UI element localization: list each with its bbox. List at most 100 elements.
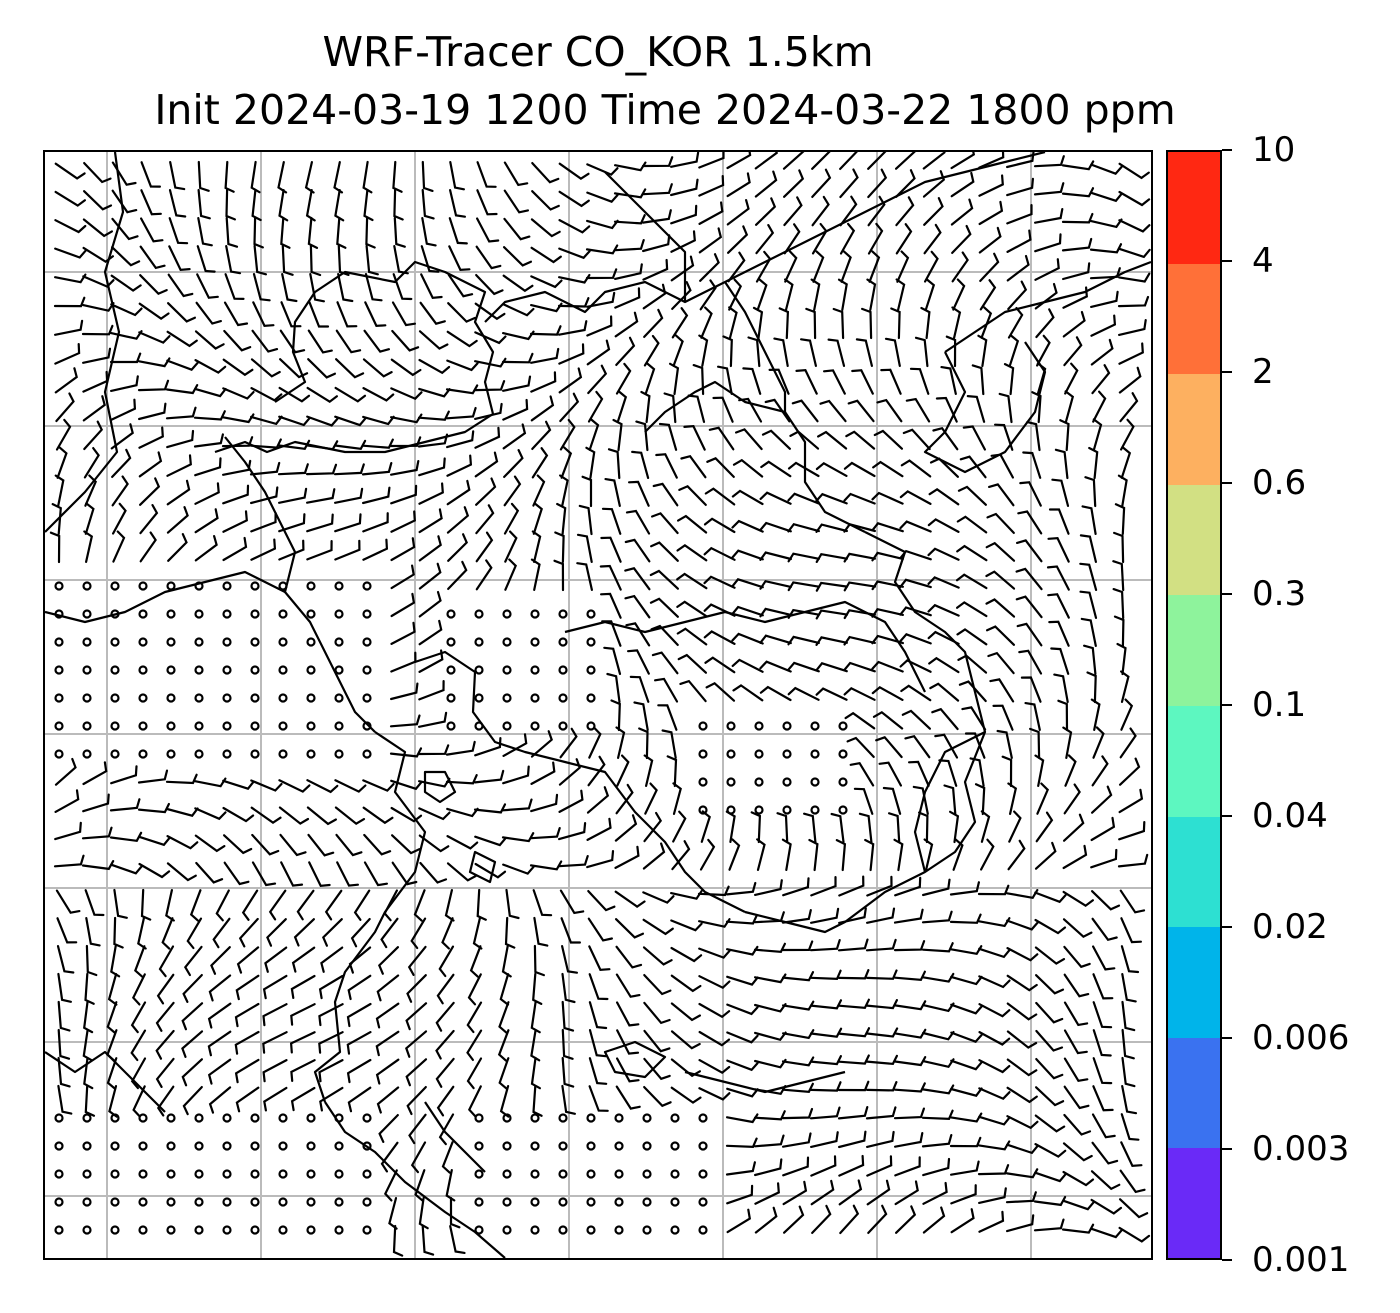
calm-wind-marker <box>642 1169 652 1179</box>
wind-barb <box>503 161 529 187</box>
calm-wind-marker <box>110 1113 120 1123</box>
calm-wind-marker <box>558 1169 568 1179</box>
wind-barb <box>1015 567 1043 591</box>
wind-barb <box>853 787 874 815</box>
wind-barb <box>54 474 65 507</box>
wind-barb <box>1119 1198 1149 1219</box>
wind-barb <box>1121 1028 1135 1060</box>
wind-barb <box>986 512 1015 534</box>
calm-wind-marker <box>54 1113 64 1123</box>
wind-barb <box>1020 676 1042 703</box>
wind-barb <box>922 1058 955 1069</box>
wind-barb <box>112 530 126 563</box>
calm-wind-marker <box>558 665 568 675</box>
wind-barb <box>586 191 619 203</box>
wind-barb <box>1090 698 1101 731</box>
calm-wind-marker <box>194 721 204 731</box>
wind-barb <box>783 196 803 227</box>
wind-barb <box>607 448 621 480</box>
wind-barb <box>501 352 534 364</box>
wind-barb <box>753 911 785 924</box>
wind-barb <box>54 821 82 841</box>
wind-barb <box>166 862 197 882</box>
wind-barb <box>687 394 706 423</box>
wind-barb <box>1064 754 1077 787</box>
wind-barb <box>166 330 198 348</box>
wind-barb <box>585 244 619 255</box>
wind-barb <box>532 889 553 917</box>
calm-wind-marker <box>810 777 820 787</box>
wind-barb <box>815 687 848 701</box>
wind-barb <box>588 1001 608 1030</box>
wind-barb <box>1024 702 1041 731</box>
wind-barb <box>278 487 308 504</box>
wind-barb <box>587 917 613 942</box>
calm-wind-marker <box>614 1169 624 1179</box>
wind-barb <box>670 1058 701 1078</box>
calm-wind-marker <box>502 1169 512 1179</box>
wind-barb <box>893 1107 925 1120</box>
wind-barb <box>194 777 227 788</box>
wind-barb <box>698 975 731 990</box>
wind-barb <box>83 420 104 451</box>
wind-barb <box>865 969 898 980</box>
wind-barb <box>866 1155 893 1177</box>
wind-barb <box>1092 1057 1113 1085</box>
wind-barb <box>784 250 798 283</box>
wind-barb <box>1057 699 1069 732</box>
wind-barb <box>418 457 446 477</box>
calm-wind-marker <box>474 1141 484 1151</box>
wind-barb <box>418 358 451 375</box>
wind-barb <box>290 1086 316 1112</box>
wind-barb <box>82 347 112 364</box>
wind-barb <box>700 810 711 843</box>
wind-barb <box>553 559 565 592</box>
wind-barb <box>530 793 559 813</box>
wind-barb <box>290 1059 316 1082</box>
wind-barb <box>717 365 733 395</box>
wind-barb <box>529 827 561 840</box>
wind-barb <box>1034 208 1064 224</box>
wind-barb <box>902 428 931 451</box>
wind-barb <box>238 917 259 948</box>
wind-barb <box>949 810 960 844</box>
wind-barb <box>207 1030 232 1057</box>
calm-wind-marker <box>474 721 484 731</box>
calm-wind-marker <box>306 693 316 703</box>
wind-barb <box>894 1156 921 1177</box>
wind-barb <box>652 482 679 507</box>
wind-barb <box>391 834 421 855</box>
wind-barb <box>417 744 450 756</box>
wind-barb <box>222 779 255 790</box>
wind-barb <box>1053 673 1069 703</box>
wind-barb <box>1120 1141 1143 1168</box>
wind-barb <box>475 274 504 296</box>
wind-barb <box>363 329 390 353</box>
calm-wind-marker <box>334 1169 344 1179</box>
wind-barb <box>819 399 847 423</box>
wind-barb <box>364 273 383 302</box>
wind-barb <box>1063 1057 1089 1083</box>
wind-barb <box>840 250 852 283</box>
wind-barb <box>277 463 309 476</box>
wind-barb <box>53 854 85 868</box>
wind-barb <box>502 330 535 341</box>
wind-barb <box>980 306 993 339</box>
wind-barb <box>559 392 580 423</box>
colorbar-segment <box>1168 152 1220 264</box>
wind-barb <box>1084 476 1097 508</box>
calm-wind-marker <box>306 721 316 731</box>
wind-barb <box>140 189 162 216</box>
wind-barb <box>1079 534 1097 563</box>
wind-barb <box>1006 1002 1038 1021</box>
calm-wind-marker <box>166 581 176 591</box>
wind-barb <box>347 1086 372 1113</box>
wind-barb <box>111 475 129 507</box>
wind-barb <box>657 704 678 731</box>
wind-barb <box>318 1031 344 1054</box>
wind-barb <box>761 429 791 450</box>
wind-barb <box>787 608 820 619</box>
calm-wind-marker <box>446 637 456 647</box>
colorbar-tick <box>1222 926 1232 928</box>
wind-barb <box>703 546 736 561</box>
